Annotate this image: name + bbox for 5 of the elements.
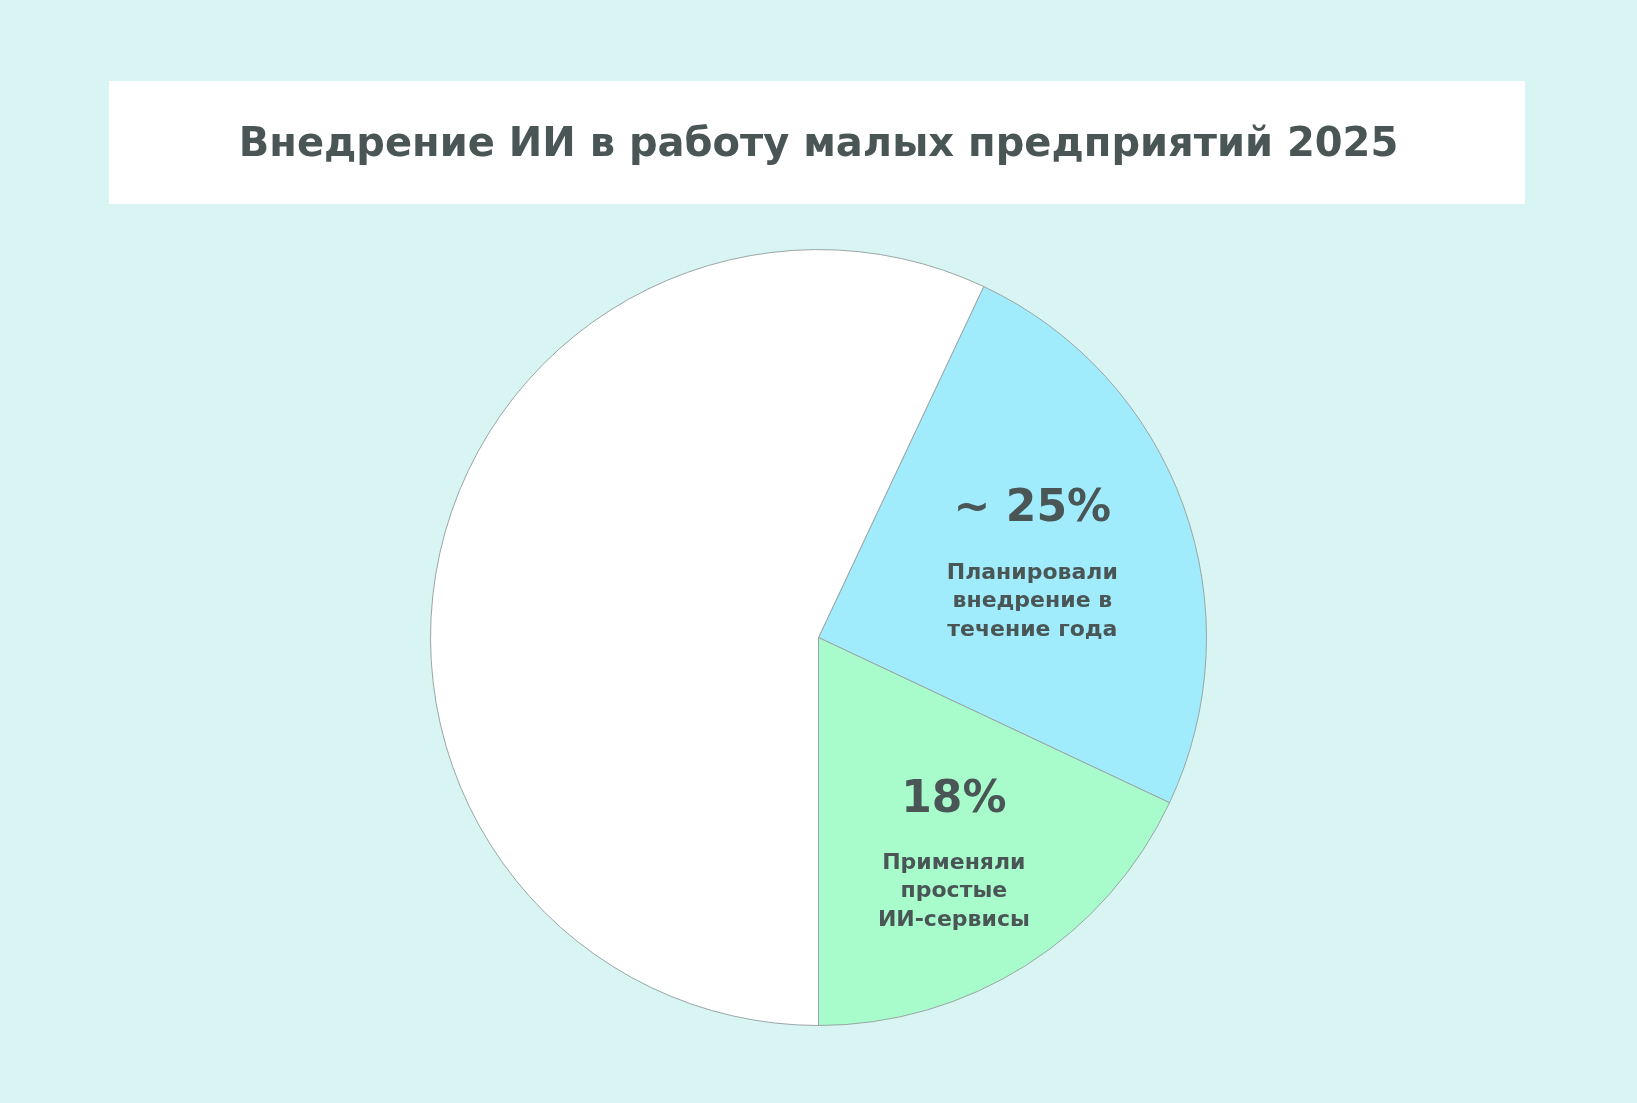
slice-label: Применяли простые ИИ-сервисы <box>877 848 1030 932</box>
chart-title: Внедрение ИИ в работу малых предприятий 2025 <box>238 119 1399 165</box>
slice-label: Планировали внедрение в течение года <box>946 558 1118 641</box>
data-label: 18% <box>901 770 1007 822</box>
data-label: ~ 25% <box>953 480 1112 532</box>
